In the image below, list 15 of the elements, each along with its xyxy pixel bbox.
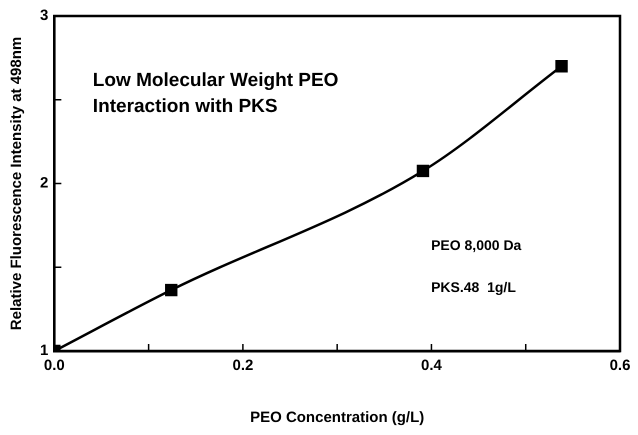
y-tick-label: 1 — [40, 342, 48, 360]
y-tick-label: 3 — [40, 7, 48, 24]
point — [165, 284, 178, 296]
y-tick-label: 2 — [40, 174, 48, 192]
x-axis-title: PEO Concentration (g/L) — [250, 409, 424, 426]
annotation: PKS.48 1g/L — [431, 279, 516, 295]
x-tick-label: 0.0 — [44, 357, 65, 374]
x-tick-label: 0.6 — [610, 357, 630, 374]
annotation: PEO 8,000 Da — [431, 237, 522, 253]
point — [416, 164, 430, 178]
y-axis-title: Relative Fluorescence Intensity at 498nm — [8, 36, 26, 330]
x-tick-label: 0.4 — [421, 357, 443, 374]
x-tick-label: 0.2 — [232, 357, 254, 374]
text: Low Molecular Weight PEO Interaction with PKS — [92, 70, 338, 117]
point — [555, 60, 568, 72]
